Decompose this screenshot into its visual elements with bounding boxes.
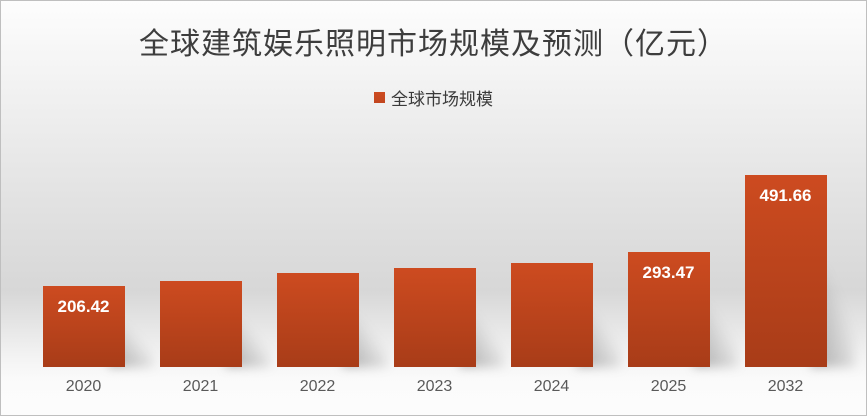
- axis-label-2020: 2020: [65, 378, 102, 395]
- bar-2020: 206.42: [42, 286, 125, 367]
- bar-2024: [510, 262, 593, 367]
- axis-label-2025: 2025: [650, 378, 687, 395]
- legend: 全球市场规模: [1, 85, 866, 110]
- bar-2021: [159, 280, 242, 367]
- bar-2025: 293.47: [627, 252, 710, 367]
- bar-2022: [276, 273, 359, 367]
- axis-label-2024: 2024: [533, 378, 570, 395]
- legend-marker-icon: [374, 92, 385, 103]
- bar-value-label-2020: 206.42: [57, 297, 110, 317]
- bar-2032: 491.66: [744, 174, 827, 367]
- bar-value-label-2032: 491.66: [759, 185, 812, 205]
- axis-label-2021: 2021: [182, 378, 219, 395]
- axis-label-2023: 2023: [416, 378, 453, 395]
- bar-value-label-2025: 293.47: [642, 263, 695, 283]
- chart-title: 全球建筑娱乐照明市场规模及预测（亿元）: [139, 28, 728, 61]
- axis-label-2032: 2032: [767, 378, 804, 395]
- axis-label-2022: 2022: [299, 378, 336, 395]
- legend-label: 全球市场规模: [391, 90, 493, 109]
- bar-2023: [393, 268, 476, 367]
